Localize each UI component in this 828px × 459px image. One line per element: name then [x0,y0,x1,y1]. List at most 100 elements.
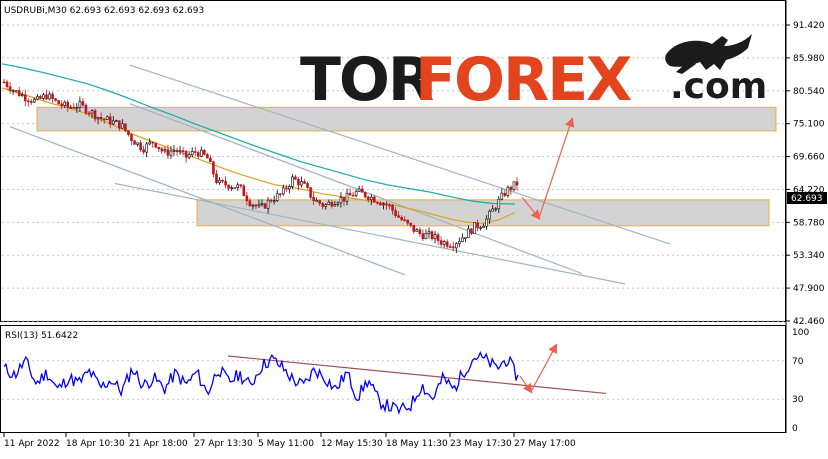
candle-body [512,181,516,191]
date-tick-label: 23 May 17:30 [450,439,512,449]
symbol-header: USDRUBi,M30 62.693 62.693 62.693 62.693 [4,6,204,16]
bull-icon [665,34,752,74]
candle-body [57,100,60,105]
candle-body [300,181,303,186]
candle-body [406,219,410,224]
candle-body [166,149,170,156]
candle-body [500,192,504,200]
candle-body [121,123,124,129]
date-tick-label: 21 Apr 18:00 [129,439,188,449]
candle-body [87,112,91,115]
candle-body [145,143,148,153]
candle-body [303,181,306,184]
candle-body [84,104,88,114]
candle-body [482,225,485,228]
ma-fast-line [1,87,516,225]
candle-body [102,118,106,121]
candle-body [470,228,473,234]
date-tick-label: 18 May 11:30 [386,439,448,449]
candle-body [96,117,100,120]
candle-body [281,187,285,195]
trend-channel-line [129,103,583,275]
candle-body [339,197,343,204]
date-tick-label: 27 Apr 13:30 [194,439,253,449]
candle-body [363,192,367,198]
price-tick-label: 85.980 [793,54,825,64]
candle-body [36,96,39,100]
price-tick-label: 58.780 [793,218,825,228]
price-tick-label: 75.100 [793,120,825,130]
price-tick-label: 80.540 [793,87,825,97]
logo-part-forex: FOREX [415,45,632,115]
candle-body [269,199,273,202]
candle-body [309,187,312,198]
candle-body [345,192,349,202]
candle-body [336,202,340,205]
candle-body [315,200,318,202]
rsi-header: RSI(13) 51.6422 [5,331,78,341]
candle-body [8,86,12,91]
candle-body [427,231,431,234]
rsi-panel-border [0,325,786,433]
candle-body [439,240,443,245]
rsi-line [3,350,519,415]
candle-body [42,94,45,99]
candle-body [409,222,413,226]
candle-body [278,193,282,196]
candle-body [354,190,358,196]
candle-body [454,243,458,249]
candle-body [488,210,491,220]
logo-part-dotcom: .com [670,66,767,107]
candle-body [467,228,470,238]
candle-body [60,103,63,106]
ma-slow-line [1,63,516,205]
candle-body [105,116,109,120]
candle-body [33,98,36,103]
candle-body [203,149,206,155]
candle-body [245,195,249,202]
candle-body [51,93,54,99]
candle-body [48,93,51,100]
candle-body [227,184,230,189]
candle-body [494,208,498,211]
candle-body [124,123,127,131]
candle-body [108,116,112,125]
candle-body [263,203,267,209]
date-tick-label: 11 Apr 2022 [4,439,60,449]
candle-body [54,98,57,101]
candle-body [366,196,370,201]
candle-body [382,203,385,206]
candle-body [175,150,179,153]
torforex-logo: TOR FOREX .com [300,34,767,115]
rsi-tick-label: 70 [792,357,804,367]
candle-body [39,96,42,99]
candle-body [473,222,476,234]
candle-body [324,204,328,207]
logo-part-tor: TOR [300,45,433,115]
candle-body [442,241,446,245]
candle-body [224,180,227,186]
candle-body [424,233,428,240]
candle-body [236,184,240,188]
price-tick-label: 53.340 [793,251,825,261]
candle-body [476,222,479,229]
candle-body [351,194,355,197]
candle-body [509,186,513,191]
candle-body [312,196,315,201]
candle-body [342,197,346,202]
rsi-tick-label: 100 [792,328,809,338]
candle-body [318,200,321,204]
price-tick-label: 69.660 [793,153,825,163]
candle-body [14,90,18,92]
candle-body [485,218,488,227]
candle-body [379,202,382,206]
candle-body [163,149,167,152]
candle-body [212,161,215,175]
candle-body [26,100,30,103]
candle-body [136,142,139,145]
candle-body [160,148,164,152]
candle-body [221,179,224,182]
candle-body [491,208,495,212]
